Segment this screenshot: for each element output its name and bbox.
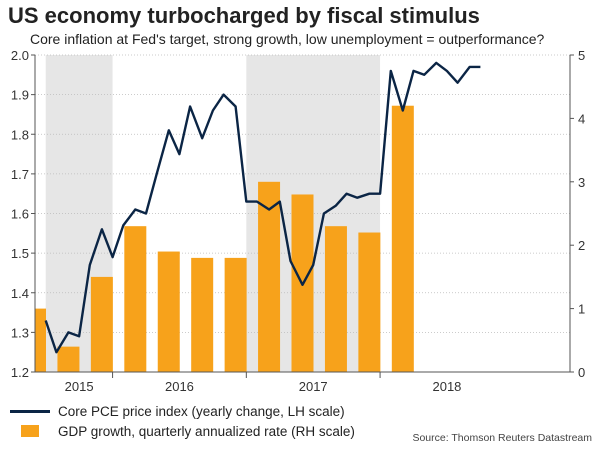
gdp-bar [57, 346, 80, 372]
x-axis-label: 2015 [65, 379, 94, 394]
x-axis-label: 2018 [432, 379, 461, 394]
legend-label-gdp: GDP growth, quarterly annualized rate (R… [58, 423, 355, 439]
legend-item-core-pce: Core PCE price index (yearly change, LH … [10, 401, 355, 421]
left-axis-label: 1.2 [11, 365, 29, 380]
left-axis-label: 2.0 [11, 48, 29, 63]
tick-labels: 1.2 1.3 1.4 1.5 1.6 1.7 1.8 1.9 2.0 0 1 2 3 4 5 2015 201… [11, 48, 585, 394]
gdp-bar [324, 226, 347, 372]
legend: Core PCE price index (yearly change, LH … [10, 401, 355, 441]
right-axis-label: 4 [578, 111, 585, 126]
left-axis-label: 1.5 [11, 246, 29, 261]
left-axis-label: 1.3 [11, 325, 29, 340]
gdp-bar [224, 257, 247, 372]
left-axis-label: 1.7 [11, 167, 29, 182]
right-axis-label: 2 [578, 238, 585, 253]
source-note: Source: Thomson Reuters Datastream [412, 432, 592, 444]
gdp-bar [124, 226, 147, 372]
gdp-bar [90, 276, 113, 372]
core-pce-line-path [44, 61, 481, 354]
gdp-bar [358, 232, 381, 372]
legend-item-gdp: GDP growth, quarterly annualized rate (R… [10, 421, 355, 441]
x-axis-label: 2017 [299, 379, 328, 394]
x-axis-label: 2016 [165, 379, 194, 394]
right-axis-label: 0 [578, 365, 585, 380]
right-axis-label: 5 [578, 48, 585, 63]
left-axis-label: 1.4 [11, 286, 29, 301]
left-axis-label: 1.8 [11, 127, 29, 142]
gdp-bars [35, 105, 414, 372]
legend-label-core-pce: Core PCE price index (yearly change, LH … [58, 403, 345, 419]
left-axis-label: 1.6 [11, 207, 29, 222]
left-axis-label: 1.9 [11, 88, 29, 103]
legend-bar-swatch [21, 425, 39, 437]
axes [31, 54, 574, 378]
legend-line-swatch [10, 409, 50, 413]
gdp-bar [157, 251, 180, 372]
chart-subtitle: Core inflation at Fed's target, strong g… [30, 31, 545, 47]
gdp-bar [35, 308, 46, 372]
gdp-bar [191, 257, 214, 372]
right-axis-label: 3 [578, 175, 585, 190]
core-pce-line [44, 61, 481, 354]
chart-title: US economy turbocharged by fiscal stimul… [8, 3, 480, 28]
gdp-bar [391, 105, 414, 372]
gdp-bar [258, 181, 281, 372]
right-axis-label: 1 [578, 302, 585, 317]
